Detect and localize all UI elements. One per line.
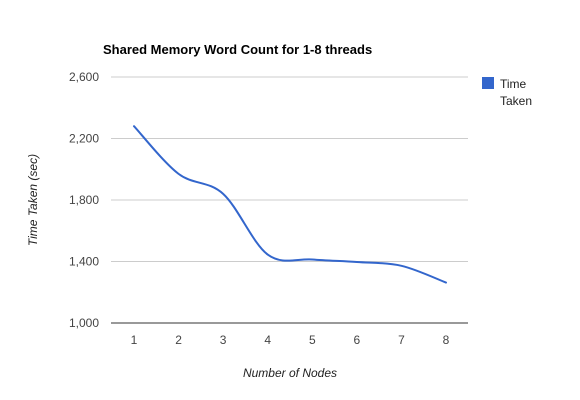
- y-tick-label: 2,600: [69, 70, 99, 84]
- legend: Time Taken: [482, 77, 532, 108]
- y-tick-label: 2,200: [69, 132, 99, 146]
- x-tick-label: 3: [220, 333, 227, 347]
- x-tick-label: 4: [264, 333, 271, 347]
- y-tick-label: 1,000: [69, 316, 99, 330]
- y-tick-label: 1,400: [69, 255, 99, 269]
- legend-swatch: [482, 77, 494, 89]
- x-axis-title: Number of Nodes: [243, 366, 337, 380]
- x-tick-label: 8: [443, 333, 450, 347]
- legend-label-line-1: Time: [500, 77, 527, 91]
- x-tick-label: 6: [354, 333, 361, 347]
- x-tick-label: 2: [175, 333, 182, 347]
- grid-lines: [111, 76, 468, 324]
- y-axis-title: Time Taken (sec): [26, 154, 40, 246]
- x-tick-label: 1: [131, 333, 138, 347]
- series-layer: [133, 125, 447, 284]
- chart-title: Shared Memory Word Count for 1-8 threads: [103, 42, 372, 57]
- x-axis-ticks: 1 2 3 4 5 6 7 8: [131, 333, 450, 347]
- x-tick-label: 7: [398, 333, 405, 347]
- y-axis-ticks: 2,600 2,200 1,800 1,400 1,000: [69, 70, 99, 330]
- legend-label-line-2: Taken: [500, 94, 532, 108]
- y-tick-label: 1,800: [69, 193, 99, 207]
- series-line-time-taken: [133, 125, 447, 284]
- x-tick-label: 5: [309, 333, 316, 347]
